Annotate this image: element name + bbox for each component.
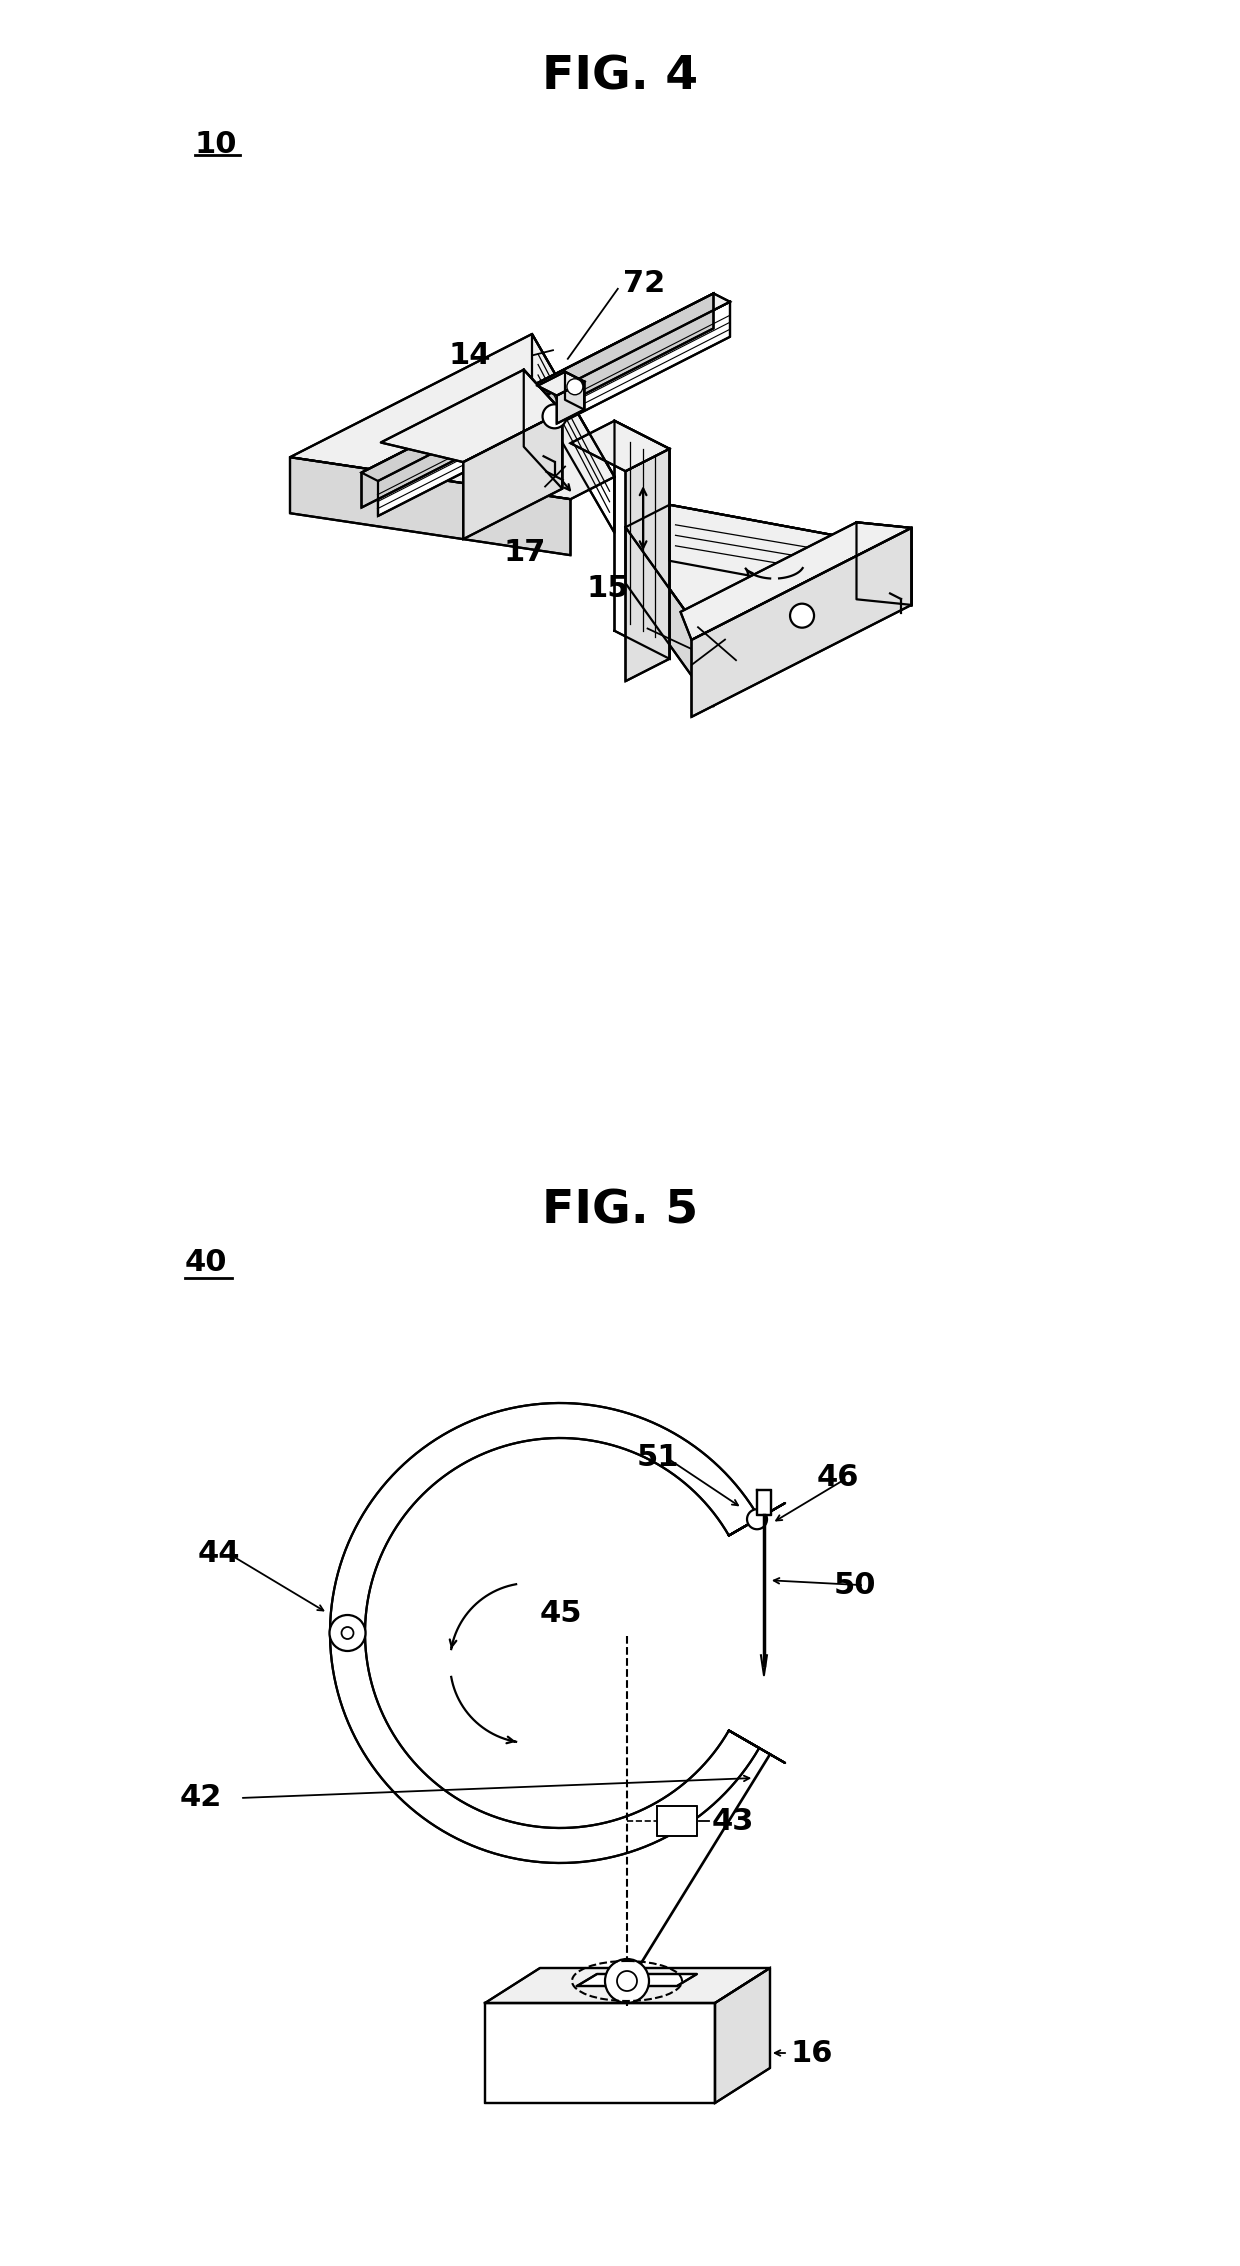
- Text: FIG. 5: FIG. 5: [542, 1187, 698, 1233]
- Polygon shape: [362, 292, 730, 480]
- Circle shape: [746, 1509, 768, 1530]
- Polygon shape: [485, 1967, 770, 2003]
- Text: 13: 13: [738, 648, 780, 678]
- Polygon shape: [615, 421, 670, 659]
- Text: 16: 16: [790, 2039, 832, 2067]
- Polygon shape: [756, 1491, 771, 1516]
- Polygon shape: [625, 505, 911, 650]
- Polygon shape: [577, 1974, 697, 1985]
- Polygon shape: [532, 333, 615, 533]
- Polygon shape: [290, 458, 570, 555]
- Circle shape: [567, 378, 583, 394]
- Circle shape: [605, 1960, 649, 2003]
- Polygon shape: [362, 292, 713, 508]
- Polygon shape: [381, 369, 562, 462]
- Text: 17: 17: [503, 537, 547, 566]
- Text: 12: 12: [693, 639, 735, 668]
- Polygon shape: [657, 1806, 697, 1835]
- Text: 42: 42: [180, 1783, 222, 1813]
- Text: FIG. 4: FIG. 4: [542, 54, 698, 100]
- Text: 40: 40: [185, 1249, 227, 1278]
- Text: 46: 46: [817, 1464, 859, 1493]
- Polygon shape: [715, 1967, 770, 2103]
- Circle shape: [618, 1971, 637, 1992]
- Polygon shape: [692, 528, 911, 716]
- Circle shape: [341, 1627, 353, 1638]
- Text: 72: 72: [622, 270, 665, 299]
- Polygon shape: [557, 381, 584, 424]
- Text: 16: 16: [465, 478, 507, 505]
- Polygon shape: [523, 369, 562, 489]
- Polygon shape: [378, 301, 730, 517]
- Polygon shape: [565, 372, 584, 410]
- Text: 48: 48: [717, 2001, 759, 2030]
- Polygon shape: [625, 449, 670, 682]
- Polygon shape: [857, 521, 911, 605]
- Circle shape: [543, 403, 567, 428]
- Polygon shape: [625, 528, 713, 707]
- Text: 10: 10: [195, 129, 238, 159]
- Circle shape: [790, 603, 813, 628]
- Text: 45: 45: [539, 1598, 583, 1627]
- Polygon shape: [537, 372, 584, 397]
- Polygon shape: [290, 333, 615, 499]
- Text: 11: 11: [727, 621, 770, 648]
- Polygon shape: [729, 1731, 785, 1763]
- Polygon shape: [570, 421, 670, 471]
- Polygon shape: [729, 1502, 785, 1536]
- Circle shape: [330, 1616, 366, 1652]
- Polygon shape: [330, 1403, 759, 1863]
- Text: 14: 14: [448, 340, 491, 369]
- Text: 15: 15: [587, 573, 630, 603]
- Text: 50: 50: [835, 1570, 877, 1600]
- Text: 43: 43: [712, 1806, 754, 1835]
- Text: 44: 44: [197, 1539, 241, 1568]
- Polygon shape: [464, 412, 562, 539]
- Polygon shape: [670, 505, 911, 605]
- Polygon shape: [485, 2003, 715, 2103]
- Text: 51: 51: [637, 1443, 680, 1473]
- Polygon shape: [681, 521, 911, 639]
